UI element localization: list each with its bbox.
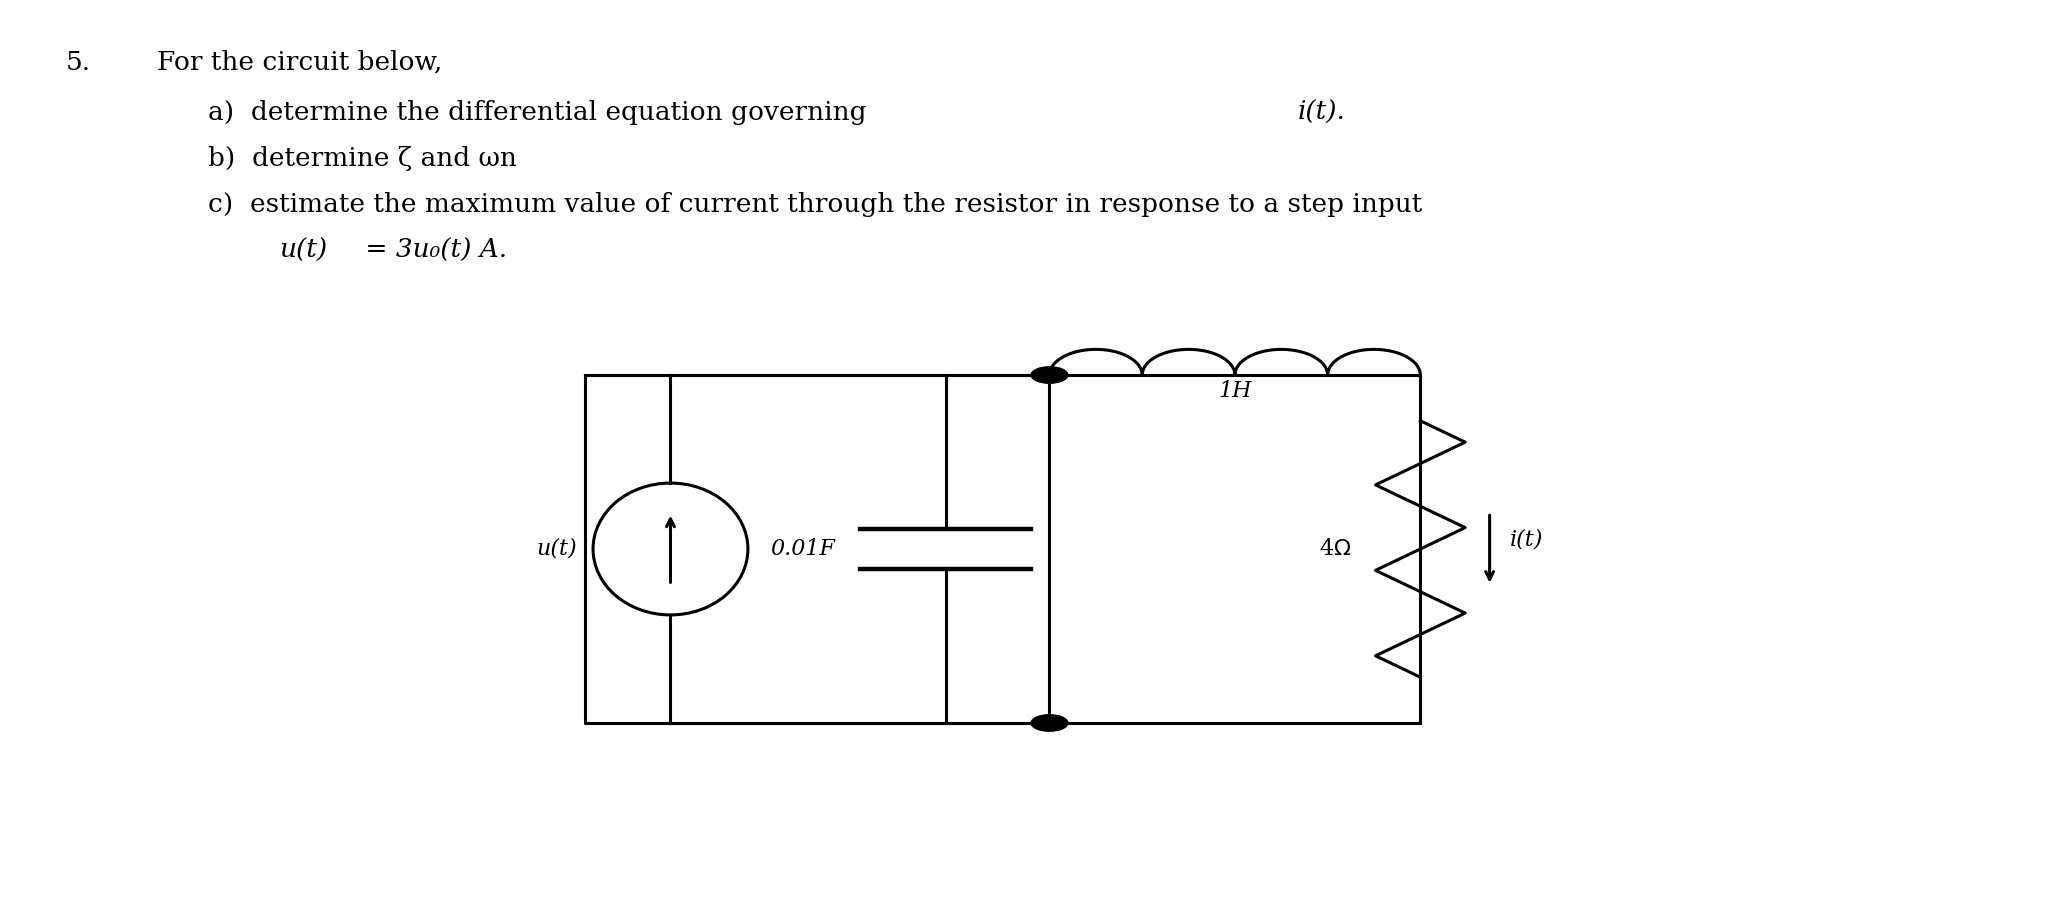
Text: 1H: 1H [1217,380,1252,402]
Circle shape [1031,715,1068,731]
Circle shape [1031,367,1068,383]
Text: a)  determine the differential equation governing: a) determine the differential equation g… [209,101,876,126]
Text: c)  estimate the maximum value of current through the resistor in response to a : c) estimate the maximum value of current… [209,192,1422,217]
Text: For the circuit below,: For the circuit below, [158,50,442,75]
Text: 0.01F: 0.01F [771,538,835,560]
Text: 4$\Omega$: 4$\Omega$ [1320,538,1350,560]
Text: b)  determine ζ and ωn: b) determine ζ and ωn [209,146,518,171]
Text: u(t): u(t) [278,237,327,262]
Text: 5.: 5. [65,50,90,75]
Text: i(t): i(t) [1510,529,1543,551]
Text: i(t).: i(t). [1297,101,1346,126]
Text: = 3u₀(t) A.: = 3u₀(t) A. [356,237,507,262]
Text: u(t): u(t) [536,538,577,560]
